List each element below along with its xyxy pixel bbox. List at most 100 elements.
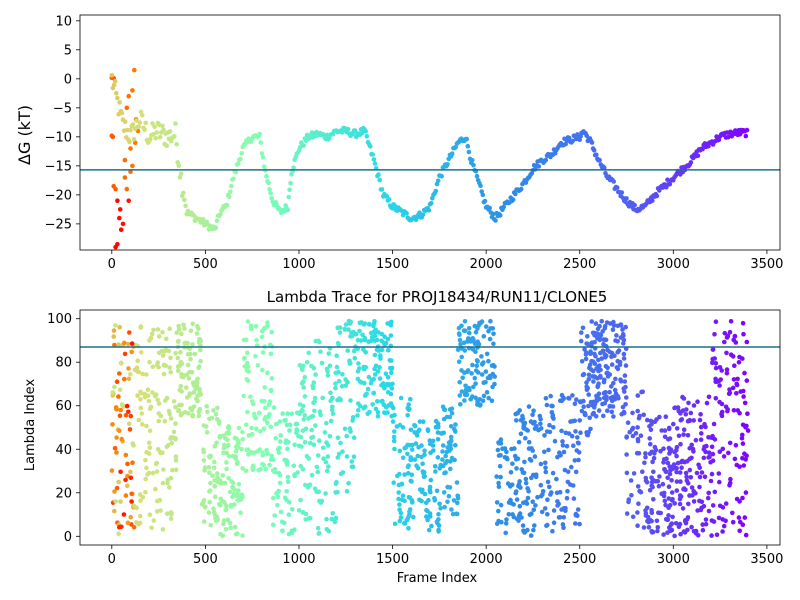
data-point — [114, 450, 119, 455]
data-point — [719, 413, 725, 419]
data-point — [521, 500, 526, 506]
data-point — [517, 503, 523, 509]
data-point — [166, 348, 172, 354]
data-point — [730, 354, 736, 359]
data-point — [694, 470, 700, 476]
data-point — [240, 533, 245, 538]
data-point — [150, 470, 156, 476]
data-point — [603, 390, 608, 395]
data-point — [443, 453, 449, 459]
data-point — [533, 472, 539, 478]
data-point — [609, 362, 615, 367]
data-point — [551, 520, 557, 525]
data-point — [653, 478, 658, 484]
data-point — [302, 412, 308, 418]
data-point — [667, 525, 672, 531]
data-point — [285, 411, 290, 416]
data-point — [161, 467, 166, 472]
data-point — [357, 328, 362, 334]
data-point — [357, 366, 362, 371]
data-point — [138, 405, 144, 411]
data-point — [311, 442, 317, 448]
data-point — [160, 353, 166, 358]
data-point — [238, 156, 243, 162]
data-point — [122, 376, 127, 382]
data-point — [566, 396, 572, 401]
data-point — [117, 207, 123, 212]
data-point — [559, 507, 564, 512]
data-point — [222, 500, 227, 505]
data-point — [636, 501, 641, 507]
data-point — [520, 523, 526, 528]
data-point — [406, 402, 412, 407]
data-point — [282, 457, 288, 463]
data-point — [400, 455, 406, 461]
data-point — [386, 347, 391, 353]
data-point — [676, 524, 682, 530]
data-point — [735, 376, 740, 382]
data-point — [126, 198, 131, 203]
data-point — [195, 393, 200, 399]
data-point — [244, 447, 249, 453]
data-point — [196, 413, 202, 419]
data-point — [346, 327, 351, 332]
data-point — [431, 448, 436, 453]
data-point — [630, 433, 636, 439]
data-point — [195, 376, 200, 382]
data-point — [588, 426, 593, 432]
data-point — [611, 414, 616, 419]
data-point — [389, 370, 394, 376]
data-point — [614, 185, 620, 190]
data-point — [110, 422, 115, 427]
data-point — [421, 419, 426, 425]
data-point — [397, 448, 403, 454]
data-point — [518, 431, 524, 437]
data-point — [126, 376, 132, 382]
data-point — [390, 419, 396, 424]
data-point — [663, 469, 669, 475]
data-point — [627, 429, 632, 435]
dg-chart: 0 500 1000 1500 2000 2500 3000 3500 −25 −20 −15 −10… — [45, 14, 784, 272]
data-point — [329, 516, 335, 522]
data-point — [714, 379, 720, 384]
data-point — [577, 399, 583, 405]
x-tick-label: 2500 — [563, 552, 596, 567]
data-point — [724, 367, 730, 372]
data-point — [307, 483, 312, 488]
data-point — [666, 484, 672, 490]
data-point — [117, 428, 122, 434]
data-point — [430, 443, 436, 448]
data-point — [302, 374, 308, 380]
data-point — [718, 377, 723, 382]
data-point — [624, 434, 629, 440]
data-point — [392, 446, 397, 452]
data-point — [648, 427, 654, 433]
data-point — [736, 360, 742, 365]
data-point — [139, 411, 145, 416]
data-point — [651, 455, 657, 461]
data-point — [712, 489, 718, 495]
data-point — [286, 512, 292, 517]
data-point — [493, 218, 498, 223]
data-point — [449, 410, 455, 416]
data-point — [315, 469, 321, 475]
data-point — [449, 151, 455, 156]
data-point — [146, 440, 152, 446]
data-point — [298, 463, 304, 469]
data-point — [340, 372, 345, 377]
data-point — [168, 416, 174, 421]
data-point — [726, 134, 731, 140]
data-point — [252, 411, 257, 417]
data-point — [600, 401, 605, 407]
data-point — [539, 509, 545, 515]
data-point — [466, 326, 472, 331]
data-point — [321, 445, 326, 451]
data-point — [596, 368, 601, 374]
data-point — [211, 510, 217, 515]
data-point — [245, 319, 251, 324]
y-tick-label: 80 — [55, 356, 72, 371]
data-point — [142, 127, 147, 133]
data-point — [221, 450, 226, 456]
data-point — [202, 468, 207, 473]
data-point — [167, 485, 172, 490]
